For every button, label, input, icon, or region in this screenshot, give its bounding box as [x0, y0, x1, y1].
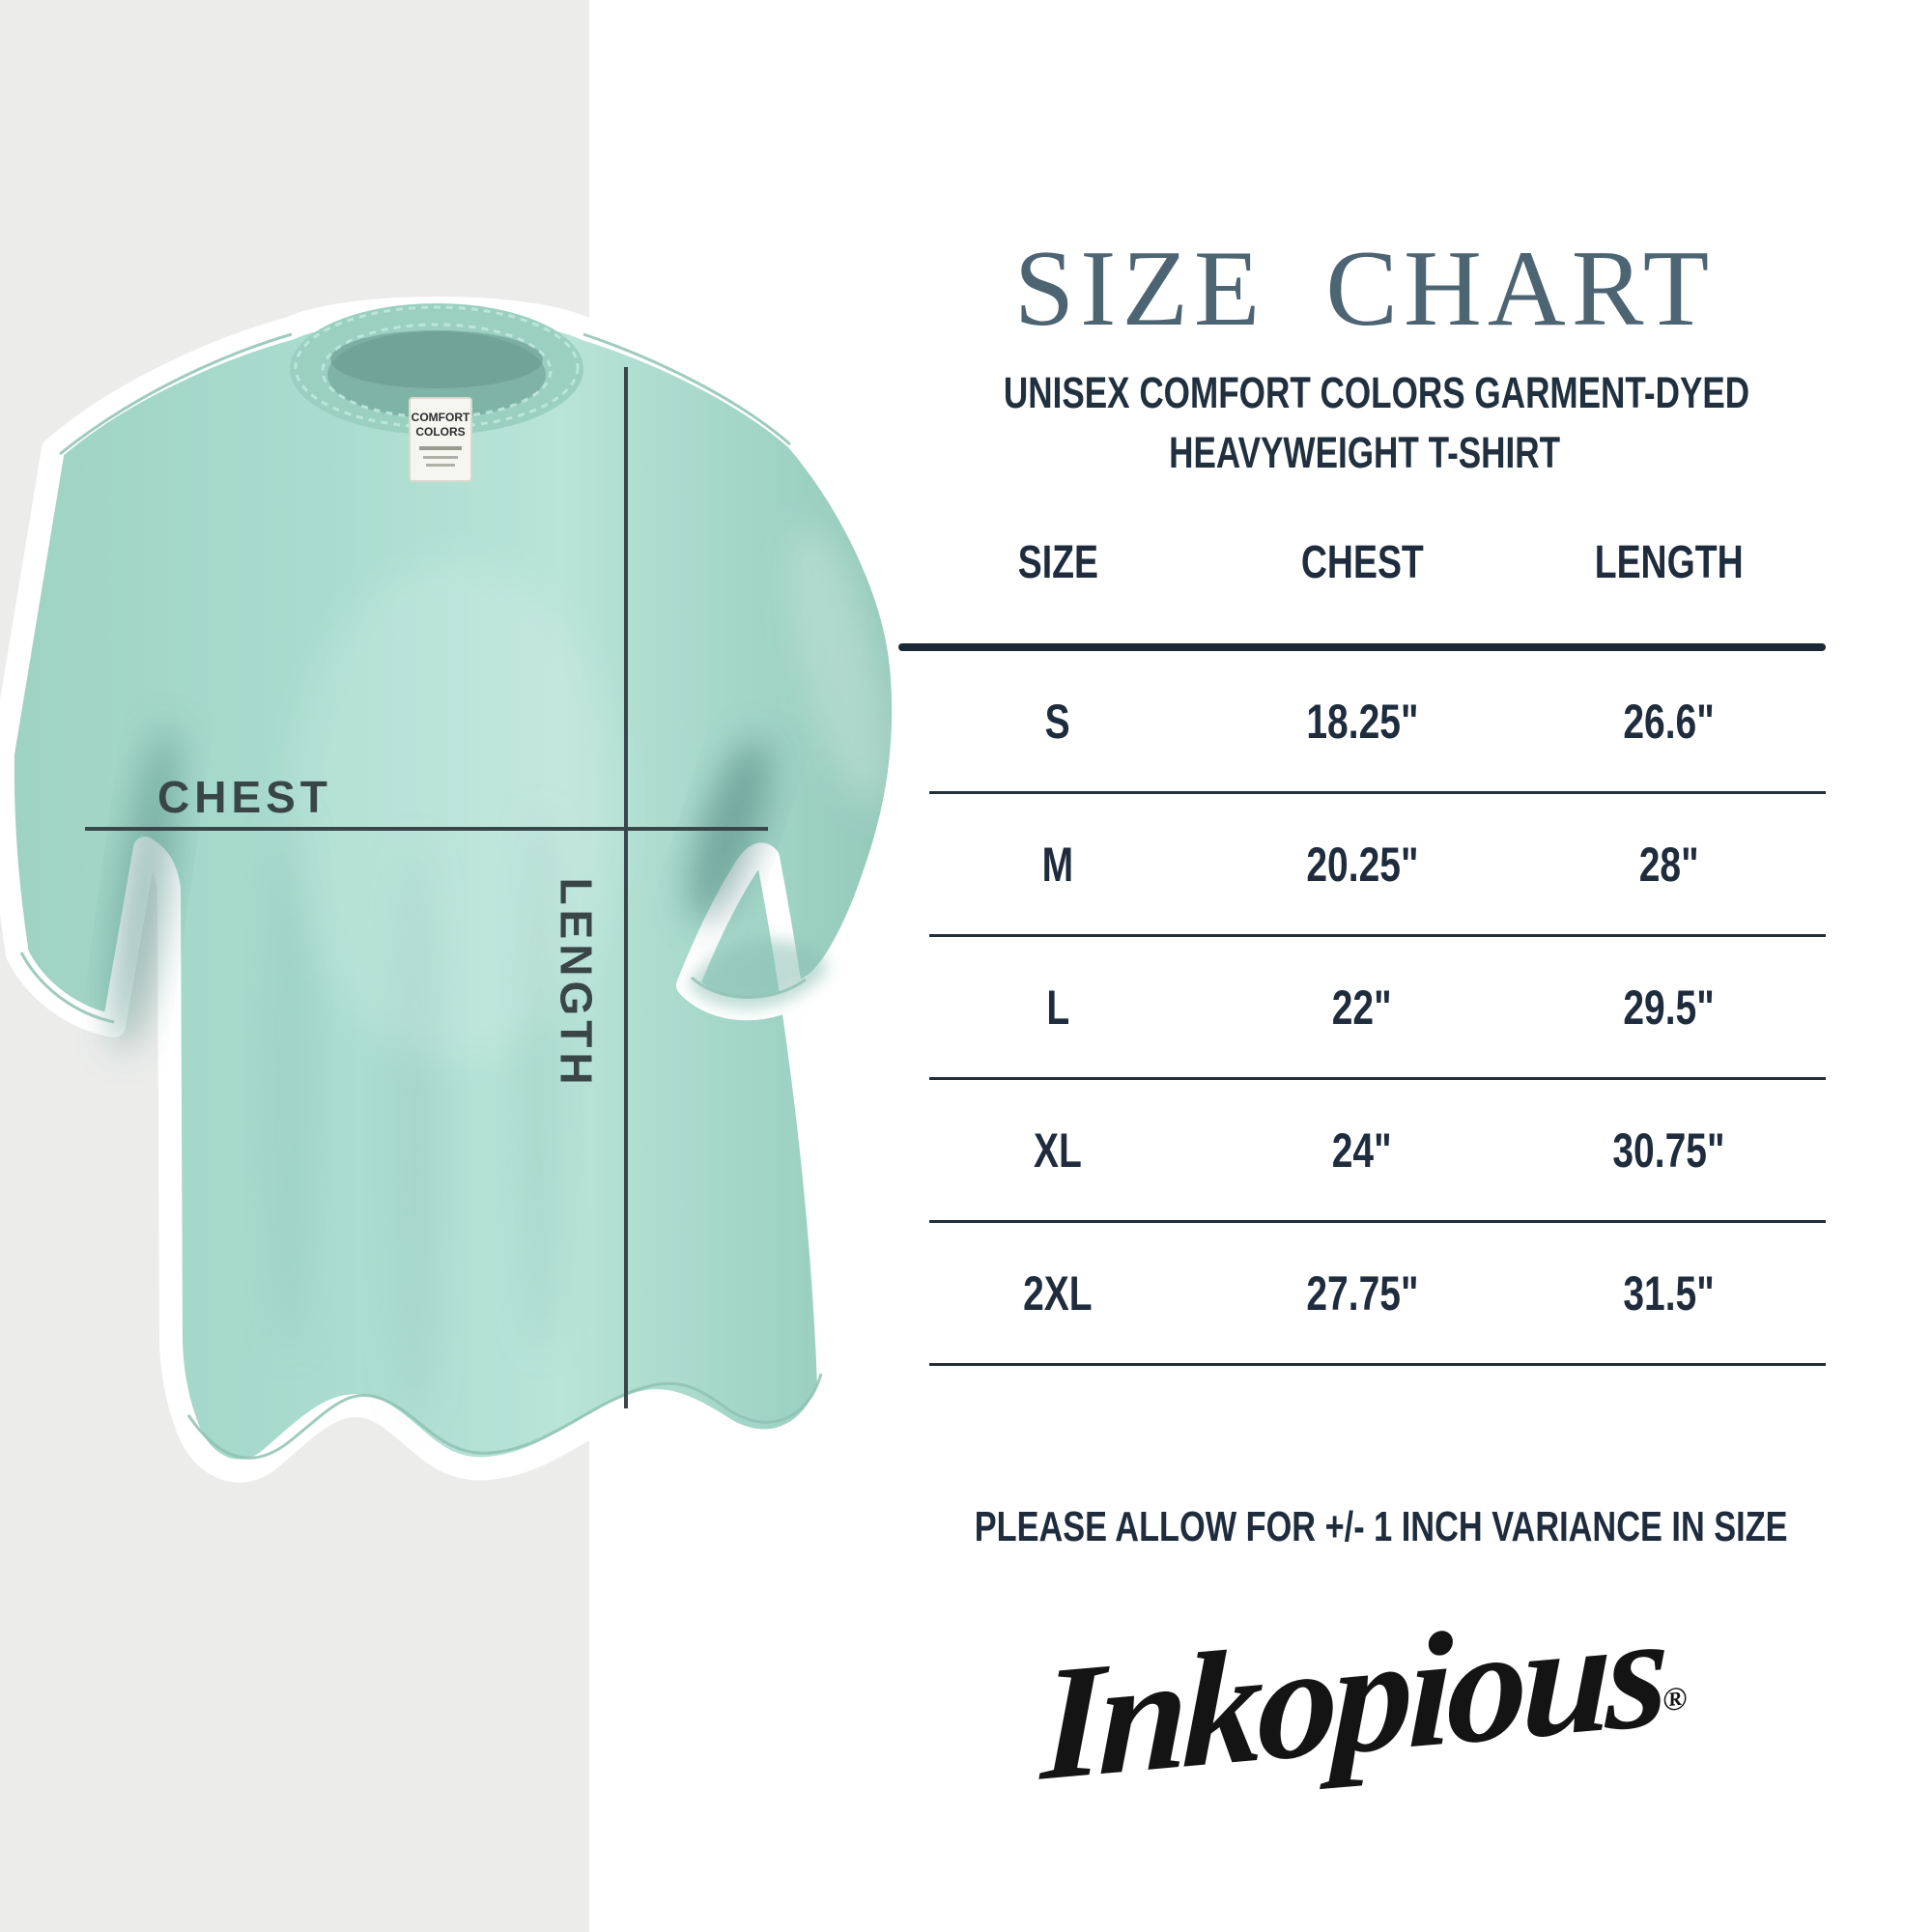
size-table-header: SIZE CHEST LENGTH	[898, 533, 1831, 591]
seam-lines	[19, 332, 823, 1460]
table-cell: L	[1046, 980, 1069, 1035]
table-row: L 22" 29.5"	[898, 937, 1831, 1077]
table-cell: 27.75"	[1305, 1265, 1419, 1321]
table-cell: 30.75"	[1612, 1122, 1725, 1178]
registered-trademark-icon: ®	[1662, 1680, 1688, 1719]
table-row-separator	[929, 1363, 1826, 1366]
table-row: S 18.25" 26.6"	[898, 651, 1831, 791]
brand-logo: Inkopious®	[898, 1562, 1831, 1831]
table-row: XL 24" 30.75"	[898, 1080, 1831, 1220]
table-row-separator	[929, 791, 1826, 794]
column-header-size: SIZE	[1017, 536, 1098, 588]
size-chart-panel: SIZE CHART UNISEX COMFORT COLORS GARMENT…	[898, 0, 1831, 1932]
table-cell: S	[1044, 694, 1071, 749]
product-subtitle: UNISEX COMFORT COLORS GARMENT-DYED HEAVY…	[898, 363, 1831, 483]
table-cell: 26.6"	[1623, 694, 1715, 749]
table-cell: 22"	[1332, 980, 1392, 1035]
table-header-rule	[898, 643, 1826, 651]
table-cell: 2XL	[1023, 1265, 1093, 1321]
tag-brand-line2: COLORS	[415, 425, 465, 439]
table-cell: 20.25"	[1305, 837, 1419, 892]
table-row: 2XL 27.75" 31.5"	[898, 1223, 1831, 1363]
collar	[290, 303, 583, 435]
chest-measure-line	[85, 827, 768, 831]
subtitle-line2: HEAVYWEIGHT T-SHIRT	[1169, 428, 1560, 478]
length-measure-line	[624, 367, 628, 1408]
brand-logo-text: Inkopious	[1039, 1579, 1665, 1815]
neck-tag: COMFORT COLORS	[409, 397, 472, 482]
tag-brand-line1: COMFORT	[412, 411, 470, 424]
table-row-separator	[929, 934, 1826, 937]
table-cell: 31.5"	[1623, 1265, 1715, 1321]
variance-note-text: PLEASE ALLOW FOR +/- 1 INCH VARIANCE IN …	[974, 1503, 1788, 1550]
length-measure-label: LENGTH	[551, 877, 602, 1090]
table-cell: 28"	[1638, 837, 1699, 892]
right-cuff-roll	[688, 940, 827, 1009]
table-cell: 29.5"	[1623, 980, 1715, 1035]
table-row-separator	[929, 1077, 1826, 1080]
table-cell: 18.25"	[1305, 694, 1419, 749]
page-title: SIZE CHART	[1013, 229, 1716, 349]
variance-note: PLEASE ALLOW FOR +/- 1 INCH VARIANCE IN …	[860, 1503, 1869, 1551]
table-cell: XL	[1034, 1122, 1082, 1178]
column-header-chest: CHEST	[1300, 536, 1424, 588]
tshirt-photo-illustration: COMFORT COLORS	[0, 297, 916, 1483]
chest-measure-label: CHEST	[157, 772, 332, 822]
size-table-rows: S 18.25" 26.6" M 20.25" 28" L 22" 29.5" XL 24" 30.7…	[898, 651, 1831, 1366]
column-header-length: LENGTH	[1594, 536, 1744, 588]
table-cell: M	[1041, 837, 1074, 892]
subtitle-line1: UNISEX COMFORT COLORS GARMENT-DYED	[1003, 368, 1750, 417]
table-row: M 20.25" 28"	[898, 794, 1831, 934]
table-cell: 24"	[1332, 1122, 1392, 1178]
table-row-separator	[929, 1220, 1826, 1223]
